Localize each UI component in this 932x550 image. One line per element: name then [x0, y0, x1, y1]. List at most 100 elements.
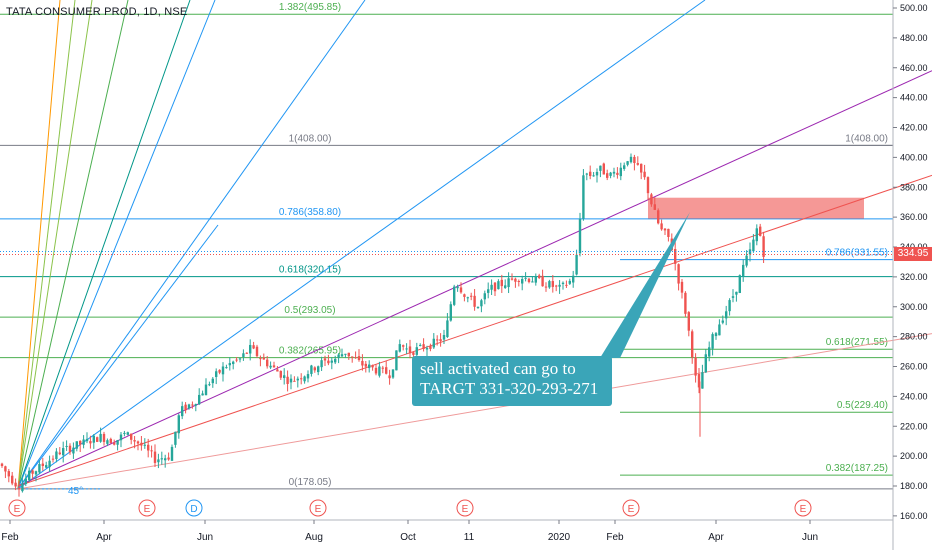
fib-level-label: 0(178.05)	[289, 477, 332, 488]
candle-body	[527, 278, 531, 283]
candle-body	[612, 171, 616, 174]
candle-body	[55, 451, 58, 460]
candle-body	[374, 367, 378, 374]
time-tick-label: Feb	[1, 532, 19, 543]
price-tick-label: 400.00	[900, 152, 928, 162]
candle-body	[714, 333, 718, 337]
candle-body	[276, 369, 279, 372]
candle-body	[378, 366, 381, 376]
candle-body	[459, 287, 463, 293]
candle-body	[456, 286, 459, 289]
price-tick-label: 500.00	[900, 3, 928, 13]
candle-body	[177, 415, 180, 434]
last-price-line	[0, 251, 893, 256]
candle-body	[572, 275, 575, 283]
candle-body	[568, 280, 571, 284]
candle-body	[235, 359, 238, 361]
price-tick-label: 260.00	[900, 362, 928, 372]
trade-annotation-callout[interactable]: sell activated can go to TARGT 331-320-2…	[412, 356, 612, 406]
candle-body	[310, 365, 313, 374]
candle-body	[442, 335, 446, 340]
candle-body	[300, 378, 303, 380]
candle-body	[391, 369, 395, 378]
candle-body	[415, 347, 418, 355]
candle-body	[493, 282, 497, 292]
price-tick-label: 180.00	[900, 481, 928, 491]
candle-body	[551, 281, 554, 287]
candle-body	[126, 432, 129, 435]
candle-body	[65, 445, 68, 447]
candle-body	[602, 163, 605, 175]
candle-body	[497, 281, 500, 290]
candle-body	[153, 451, 157, 463]
candle-body	[102, 433, 106, 442]
time-tick-label: Apr	[96, 532, 112, 543]
fan-line	[17, 0, 129, 490]
candle-body	[548, 281, 551, 288]
candle-body	[398, 344, 401, 352]
earnings-marker-label: E	[462, 504, 469, 515]
candle-body	[208, 384, 211, 386]
candle-body	[344, 353, 347, 355]
candle-body	[592, 175, 595, 177]
candle-body	[215, 371, 218, 377]
candle-body	[327, 360, 330, 364]
candle-body	[96, 437, 99, 442]
candle-body	[232, 361, 235, 365]
price-tick-label: 360.00	[900, 212, 928, 222]
candle-body	[524, 277, 527, 279]
candle-body	[85, 438, 89, 442]
candle-body	[402, 345, 405, 347]
candle-body	[24, 478, 27, 484]
candle-body	[272, 365, 276, 368]
time-tick-label: Jun	[197, 532, 213, 543]
candle-body	[405, 348, 408, 350]
candle-body	[419, 344, 422, 346]
candlesticks	[0, 153, 765, 497]
candle-body	[680, 281, 684, 293]
candle-body	[663, 228, 667, 231]
gann-angle-label: 45°	[68, 486, 83, 497]
candle-body	[534, 276, 537, 283]
fib-level-label: 0.5(293.05)	[284, 305, 335, 316]
candle-body	[609, 172, 612, 176]
earnings-marker-label: E	[14, 504, 21, 515]
time-axis[interactable]: Feb Apr Jun Aug Oct 11 2020 Feb Apr Jun	[0, 519, 893, 543]
candle-body	[487, 289, 490, 293]
candle-body	[364, 363, 367, 367]
candle-body	[14, 482, 17, 487]
candle-body	[561, 282, 565, 285]
candle-body	[606, 173, 609, 178]
candle-body	[293, 380, 296, 382]
candle-body	[157, 459, 160, 463]
candle-body	[582, 175, 585, 219]
candle-body	[752, 239, 755, 252]
fan-line	[17, 0, 706, 490]
candle-body	[408, 346, 412, 354]
fib-level-label: 0.786(358.80)	[279, 207, 341, 218]
candle-body	[490, 284, 493, 290]
fan-line	[17, 224, 219, 490]
candle-body	[371, 365, 374, 368]
candle-body	[296, 378, 299, 381]
candle-body	[116, 440, 119, 445]
candle-body	[531, 281, 534, 283]
price-tick-label: 220.00	[900, 421, 928, 431]
candle-body	[194, 404, 197, 406]
candle-body	[742, 264, 745, 277]
time-tick-label: Jun	[802, 532, 818, 543]
candle-body	[201, 393, 204, 396]
channel-lower-line	[17, 333, 932, 490]
dividend-marker-label: D	[190, 504, 197, 515]
candle-body	[436, 339, 439, 341]
candle-body	[721, 320, 724, 323]
price-axis[interactable]: 160.00 180.00 200.00 220.00 240.00 260.00 280.…	[892, 0, 928, 550]
symbol-title: TATA CONSUMER PROD, 1D, NSE	[6, 6, 188, 18]
price-tick-label: 440.00	[900, 93, 928, 103]
candle-body	[623, 165, 626, 169]
candle-body	[476, 306, 480, 308]
candle-body	[255, 346, 259, 357]
candle-body	[480, 300, 483, 307]
candle-body	[252, 345, 255, 349]
